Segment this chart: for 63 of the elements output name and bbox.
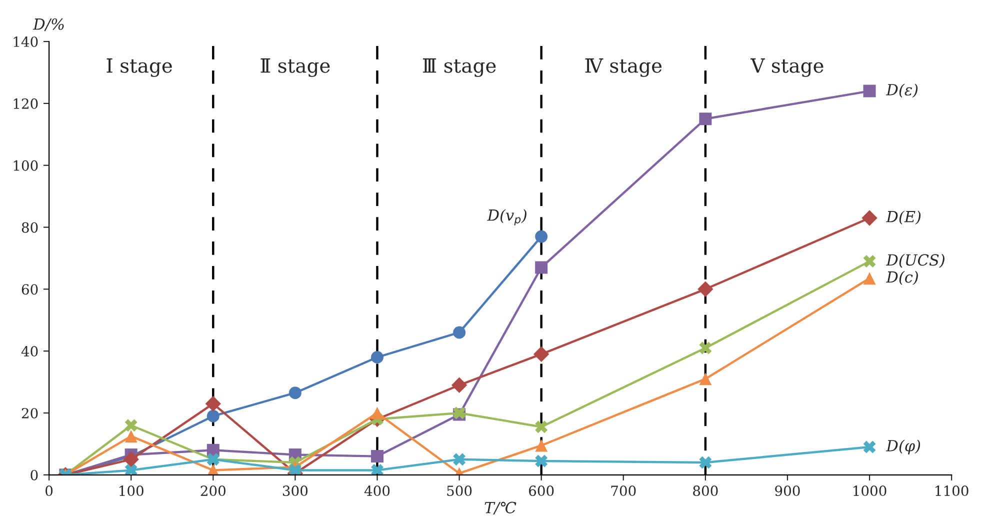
annotation: Ⅱ stage [260, 58, 330, 77]
point [453, 326, 466, 339]
point [453, 453, 466, 466]
point [699, 372, 712, 386]
point [862, 210, 878, 226]
point [123, 452, 139, 468]
x-axis-title: T/℃ [484, 502, 516, 515]
y-tick-label: 140 [14, 36, 38, 47]
point [370, 450, 384, 463]
point [535, 420, 548, 434]
y-axis-title: D/% [32, 18, 64, 32]
point [863, 440, 876, 454]
point [863, 255, 876, 268]
point [288, 386, 302, 400]
point [863, 84, 876, 98]
point [205, 396, 221, 412]
x-tick-label: 900 [775, 486, 800, 496]
point [863, 272, 876, 285]
annotation: Ⅴ stage [750, 58, 824, 77]
point [124, 464, 138, 475]
y-tick-label: 60 [22, 284, 38, 295]
point [535, 454, 548, 468]
point [699, 456, 712, 469]
point [451, 377, 468, 393]
y-tick-label: 20 [22, 408, 38, 418]
y-tick-label: 0 [30, 470, 38, 480]
x-tick-label: 100 [120, 486, 144, 496]
x-tick-label: 1100 [936, 486, 968, 496]
series-label: D(E) [886, 210, 921, 225]
point [124, 419, 138, 432]
annotation: Ⅰ stage [106, 58, 172, 77]
x-tick-label: 200 [200, 486, 226, 496]
y-tick-label: 120 [14, 98, 38, 109]
annotation: Ⅲ stage [422, 58, 496, 77]
point [370, 351, 384, 364]
point [206, 410, 220, 422]
y-tick-label: 40 [21, 346, 38, 357]
point [370, 406, 384, 420]
y-tick-label: 80 [22, 222, 38, 233]
point [699, 342, 712, 354]
x-tick-label: 300 [282, 486, 308, 496]
x-tick-label: 0 [46, 486, 53, 496]
point [124, 430, 138, 442]
point [535, 230, 548, 243]
series-label: D(c) [886, 270, 918, 285]
annotation: Ⅳ stage [585, 58, 662, 77]
point [535, 261, 548, 274]
point [699, 112, 712, 126]
x-tick-label: 700 [611, 486, 636, 496]
x-tick-label: 400 [364, 486, 390, 496]
series-label: D(v$_{p}$) [487, 209, 526, 226]
point [370, 464, 384, 475]
series-label: D(φ) [886, 440, 920, 454]
y-tick-label: 100 [14, 160, 38, 171]
x-tick-label: 800 [693, 486, 718, 496]
point [698, 281, 714, 298]
point [533, 346, 550, 362]
x-tick-label: 600 [529, 486, 554, 496]
x-tick-label: 500 [447, 486, 472, 496]
series-label: D(UCS) [886, 254, 944, 268]
x-tick-label: 1000 [854, 486, 886, 496]
series-label: D(ε) [886, 84, 918, 98]
point [535, 439, 548, 452]
